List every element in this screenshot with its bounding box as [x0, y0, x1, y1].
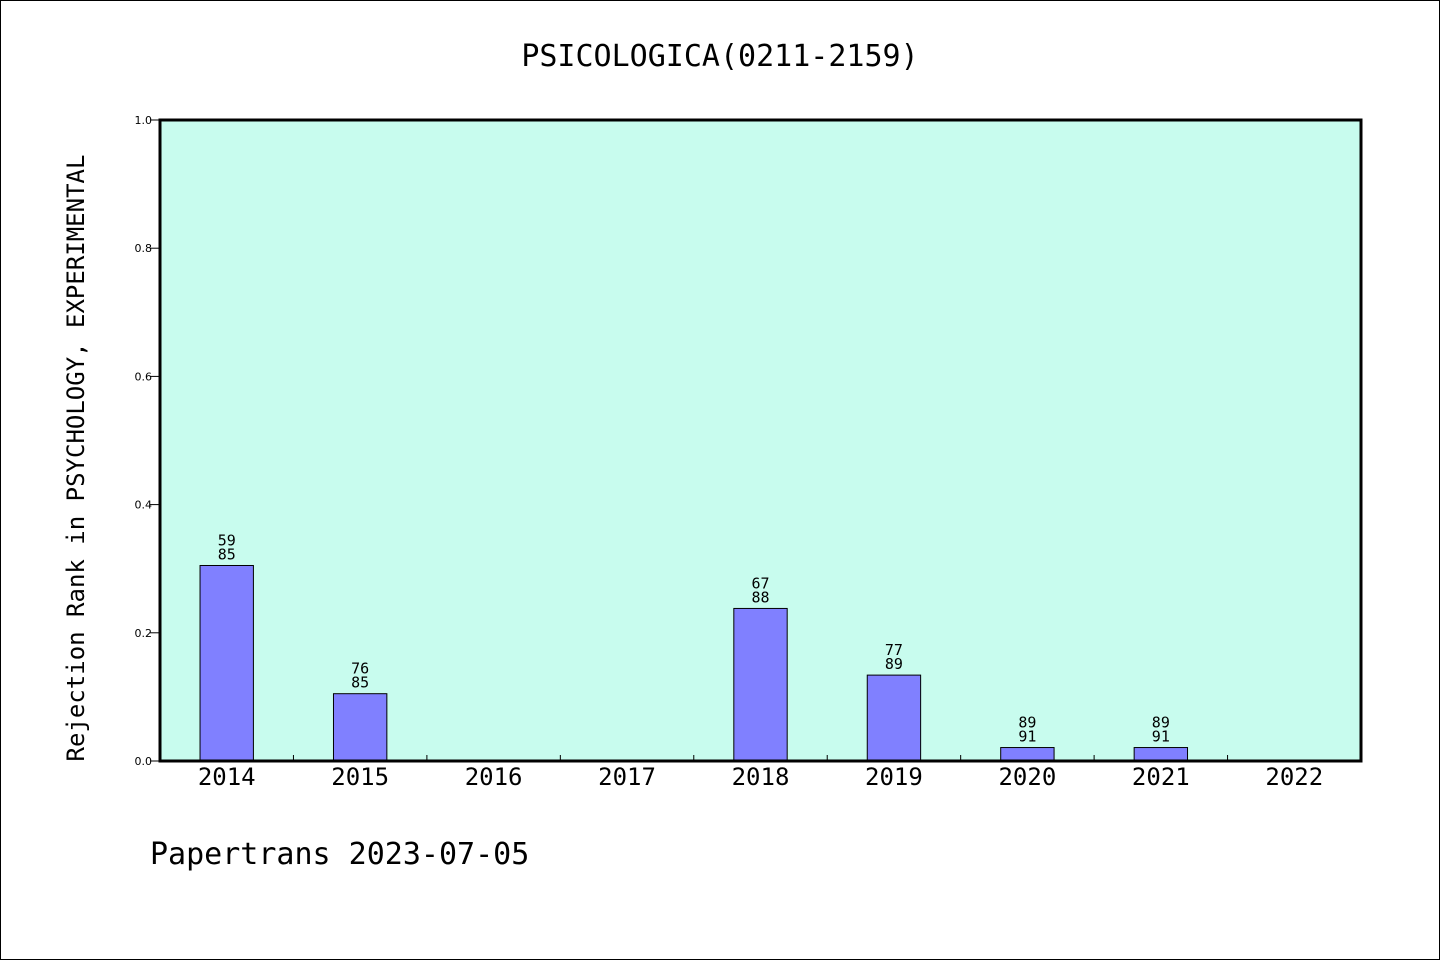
bar-label-top: 89 [1152, 714, 1170, 732]
x-tick-label: 2018 [732, 763, 790, 791]
bar-label-top: 89 [1018, 714, 1036, 732]
x-tick-label: 2021 [1132, 763, 1190, 791]
y-tick-label: 0.0 [135, 755, 153, 768]
bar-label-bottom: 89 [885, 655, 903, 673]
x-tick-label: 2017 [598, 763, 656, 791]
x-tick-label: 2015 [331, 763, 389, 791]
x-tick-label: 2022 [1265, 763, 1323, 791]
footer-text: Papertrans 2023-07-05 [150, 837, 529, 872]
bar-2020 [1000, 747, 1055, 762]
bar-label-bottom: 88 [751, 588, 769, 606]
bar-2015 [332, 693, 388, 762]
bar-label-bottom: 85 [351, 674, 369, 692]
bars [199, 564, 1189, 762]
bar-label-top: 67 [751, 574, 769, 592]
y-tick-label: 1.0 [135, 114, 153, 127]
x-tick-label: 2016 [465, 763, 523, 791]
plot-border [158, 118, 1363, 763]
y-tick-label: 0.6 [135, 370, 153, 383]
bar-label-top: 59 [218, 531, 236, 549]
y-axis-label: Rejection Rank in PSYCHOLOGY, EXPERIMENT… [62, 155, 90, 762]
y-tick-label: 0.2 [135, 627, 153, 640]
bar-2021 [1133, 747, 1189, 762]
y-axis-ticks: 0.0 0.2 0.4 0.6 0.8 1.0 [135, 114, 160, 768]
bar-2019 [866, 674, 922, 762]
bar-label-top: 77 [885, 641, 903, 659]
bar-2014 [199, 564, 254, 762]
y-tick-label: 0.8 [135, 242, 153, 255]
x-tick-label: 2019 [865, 763, 923, 791]
bar-label-bottom: 91 [1152, 728, 1170, 746]
chart-title: PSICOLOGICA(0211-2159) [521, 39, 918, 74]
y-tick-label: 0.4 [135, 499, 153, 512]
bar-2018 [733, 607, 788, 762]
x-tick-label: 2014 [198, 763, 256, 791]
bar-label-bottom: 85 [218, 545, 236, 563]
x-tick-label: 2020 [998, 763, 1056, 791]
x-axis-ticks: 2014 2015 2016 2017 2018 2019 2020 2021 2022 [198, 755, 1323, 791]
bar-label-top: 76 [351, 660, 369, 678]
bar-label-bottom: 91 [1018, 728, 1036, 746]
